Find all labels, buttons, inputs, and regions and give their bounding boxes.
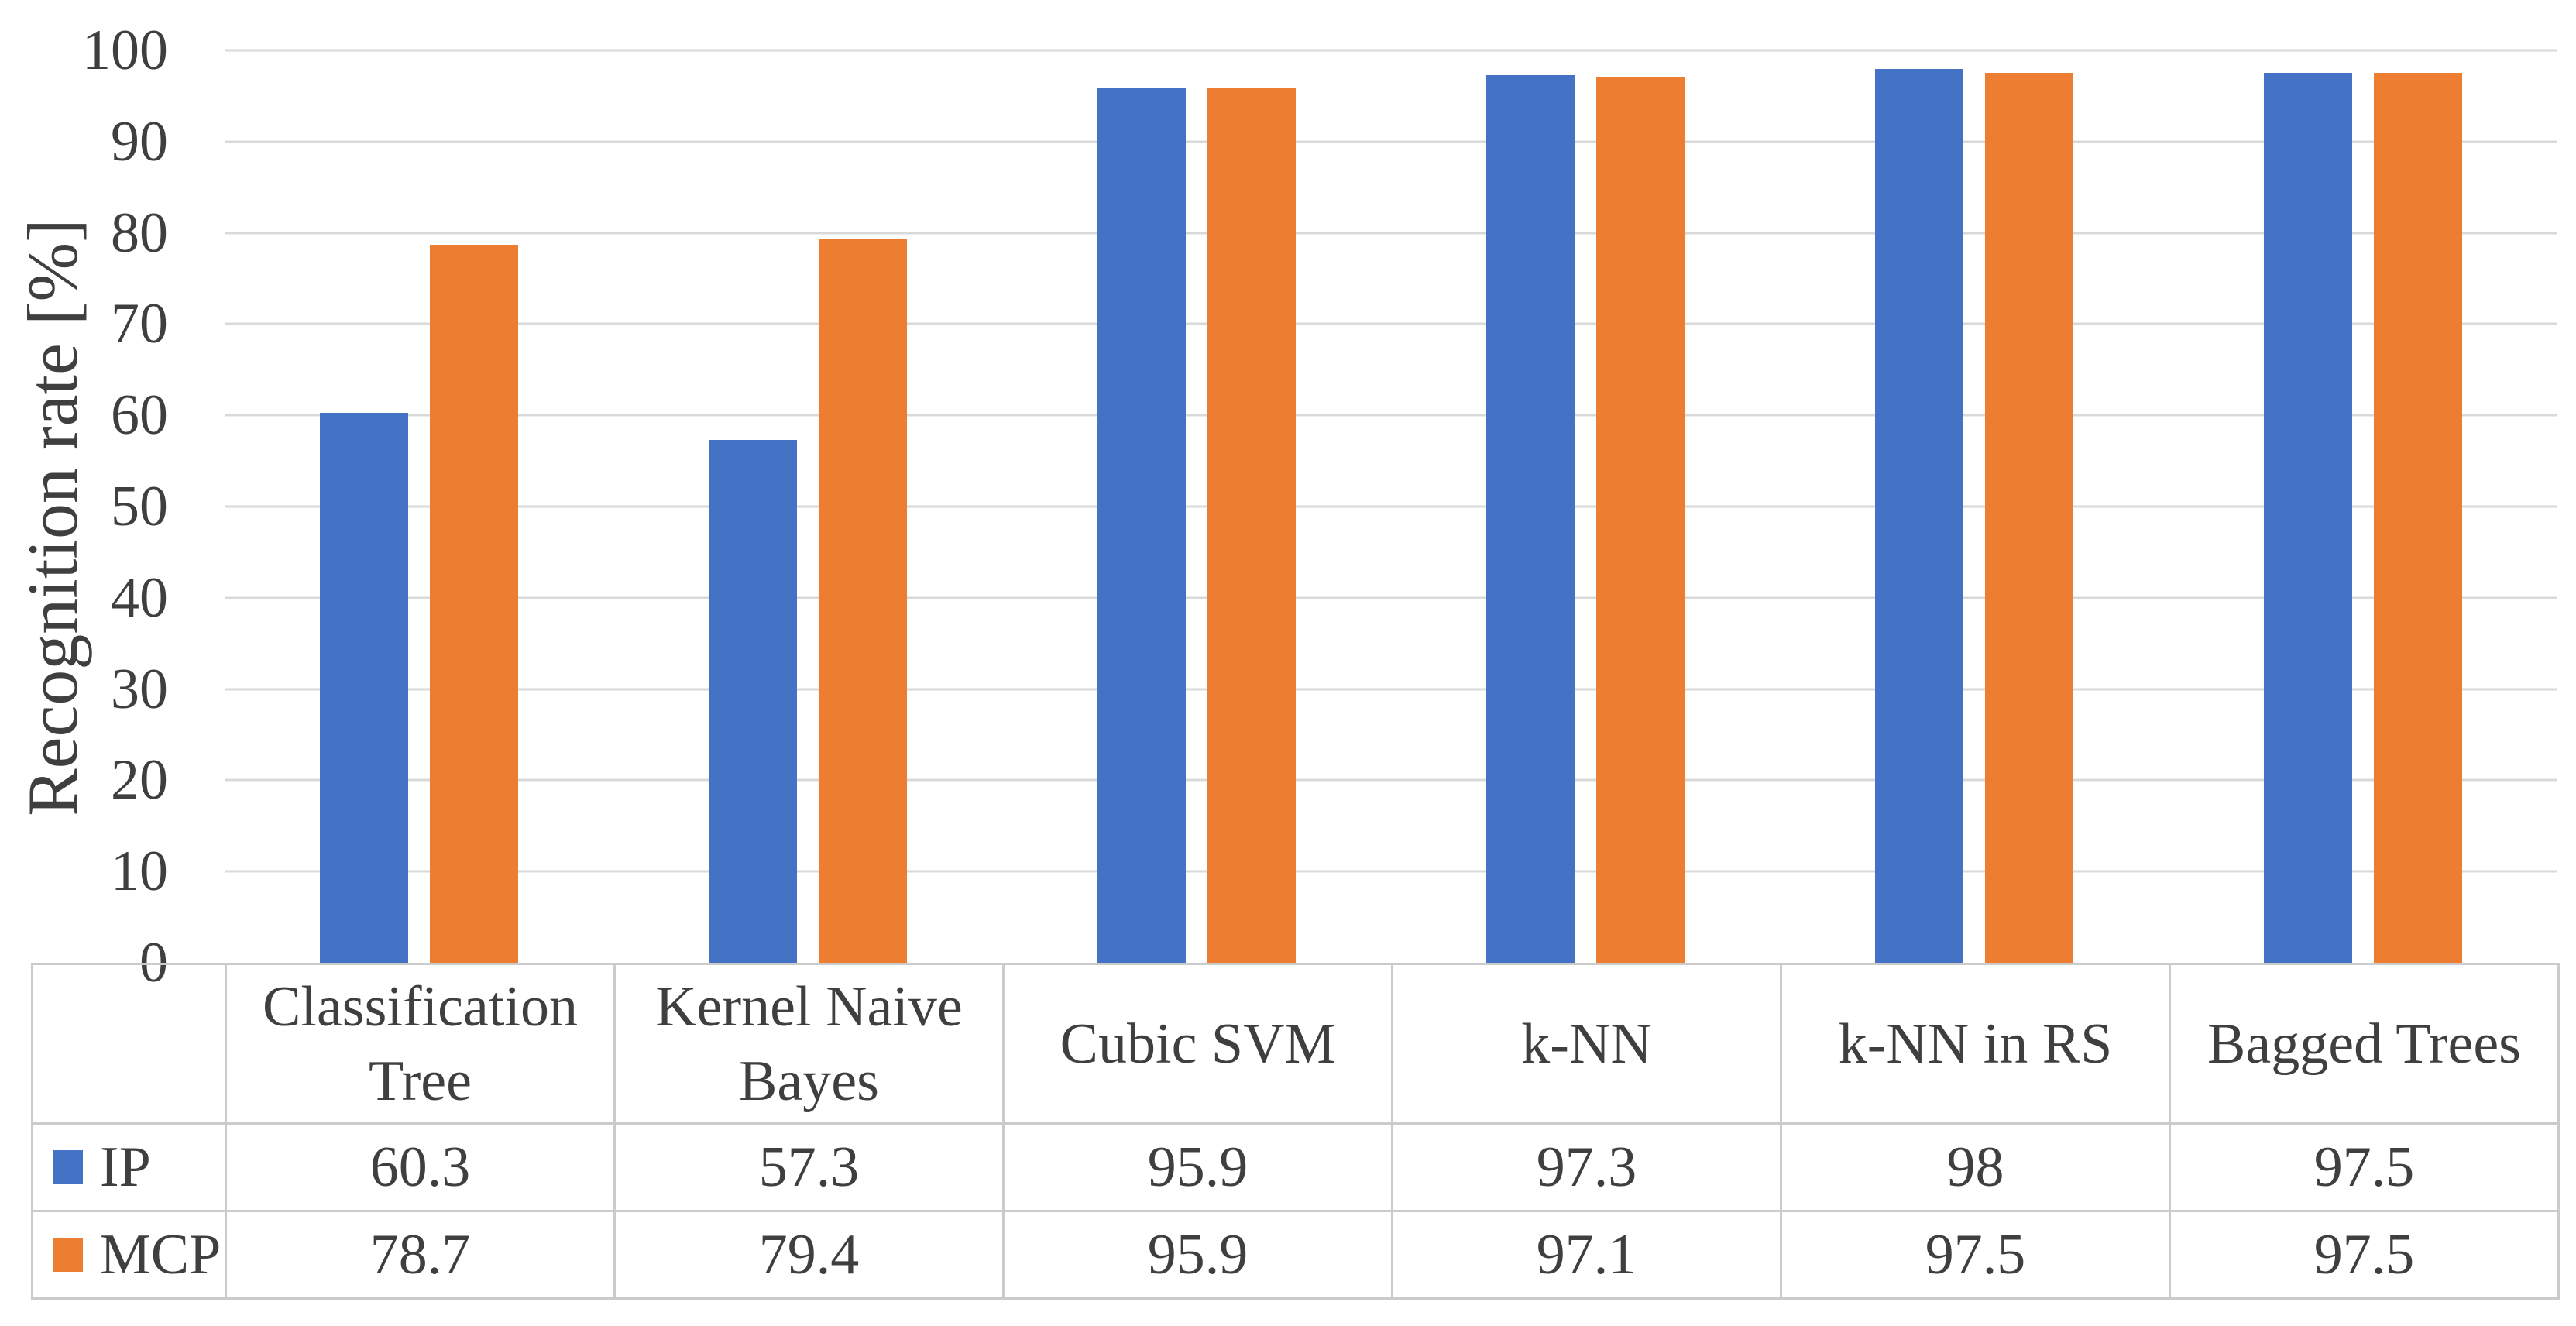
- gridline: [225, 870, 2557, 873]
- y-tick-label: 40: [111, 565, 168, 630]
- y-tick-label: 30: [111, 657, 168, 721]
- table-value-cell: 95.9: [1002, 1122, 1393, 1212]
- legend-cell-ip: IP: [31, 1122, 227, 1212]
- bar-ip-knn: [1486, 74, 1575, 963]
- category-header-cell: k-NN: [1391, 963, 1782, 1125]
- table-value-cell: 57.3: [613, 1122, 1005, 1212]
- chart-plot-area: [225, 49, 2557, 963]
- category-header-cell: k-NN in RS: [1780, 963, 2171, 1125]
- y-axis: 100 90 80 70 60 50 40 30 20 10 0: [0, 22, 168, 991]
- series-row-mcp: MCP 78.7 79.4 95.9 97.1 97.5 97.5: [31, 1210, 2560, 1300]
- y-tick-label: 100: [82, 19, 168, 82]
- bar-mcp-knn-in-rs: [1985, 73, 2073, 963]
- bar-group-cubic-svm: [1002, 50, 1391, 963]
- chart-data-table: Classification Tree Kernel Naive Bayes C…: [31, 963, 2560, 1300]
- table-value-cell: 97.5: [2169, 1122, 2560, 1212]
- gridline: [225, 688, 2557, 691]
- category-header-cell: Kernel Naive Bayes: [613, 963, 1005, 1125]
- legend-cell-mcp: MCP: [31, 1210, 227, 1300]
- table-corner-cell: [31, 963, 227, 1125]
- table-value-cell: 97.1: [1391, 1210, 1782, 1300]
- bar-mcp-kernel-naive-bayes: [819, 238, 907, 963]
- bar-ip-classification-tree: [320, 412, 408, 963]
- category-header-cell: Cubic SVM: [1002, 963, 1393, 1125]
- bar-ip-cubic-svm: [1097, 88, 1186, 963]
- y-tick-label: 60: [111, 383, 168, 448]
- bar-mcp-knn: [1596, 77, 1685, 963]
- bar-ip-kernel-naive-bayes: [709, 440, 797, 963]
- y-tick-label: 20: [111, 748, 168, 812]
- category-header-cell: Bagged Trees: [2169, 963, 2560, 1125]
- gridline: [225, 596, 2557, 599]
- gridline: [225, 414, 2557, 417]
- gridline: [225, 232, 2557, 235]
- bar-ip-knn-in-rs: [1875, 68, 1963, 963]
- y-tick-label: 90: [111, 109, 168, 173]
- table-value-cell: 79.4: [613, 1210, 1005, 1300]
- table-value-cell: 95.9: [1002, 1210, 1393, 1300]
- table-value-cell: 60.3: [225, 1122, 616, 1212]
- table-value-cell: 97.3: [1391, 1122, 1782, 1212]
- series-row-ip: IP 60.3 57.3 95.9 97.3 98 97.5: [31, 1122, 2560, 1212]
- gridline: [225, 505, 2557, 508]
- y-tick-label: 70: [111, 292, 168, 356]
- bar-group-bagged-trees: [2169, 50, 2557, 963]
- table-value-cell: 97.5: [1780, 1210, 2171, 1300]
- bar-group-kernel-naive-bayes: [613, 50, 1002, 963]
- table-value-cell: 98: [1780, 1122, 2171, 1212]
- gridline: [225, 778, 2557, 782]
- gridline: [225, 140, 2557, 143]
- category-header-cell: Classification Tree: [225, 963, 616, 1125]
- bar-mcp-cubic-svm: [1207, 88, 1296, 963]
- y-tick-label: 50: [111, 475, 168, 538]
- bar-group-classification-tree: [225, 50, 613, 963]
- table-value-cell: 78.7: [225, 1210, 616, 1300]
- series-label-mcp: MCP: [100, 1223, 222, 1286]
- y-tick-label: 80: [111, 201, 168, 265]
- gridline: [225, 49, 2557, 52]
- gridline: [225, 322, 2557, 325]
- bar-group-knn: [1391, 50, 1780, 963]
- y-tick-label: 10: [111, 840, 168, 904]
- bar-mcp-classification-tree: [430, 244, 518, 963]
- category-header-row: Classification Tree Kernel Naive Bayes C…: [31, 963, 2560, 1125]
- legend-swatch-ip: [53, 1150, 83, 1184]
- bar-group-knn-in-rs: [1780, 50, 2169, 963]
- bar-mcp-bagged-trees: [2374, 73, 2462, 963]
- legend-swatch-mcp: [53, 1238, 83, 1272]
- series-label-ip: IP: [100, 1135, 151, 1199]
- bar-ip-bagged-trees: [2264, 73, 2352, 963]
- table-value-cell: 97.5: [2169, 1210, 2560, 1300]
